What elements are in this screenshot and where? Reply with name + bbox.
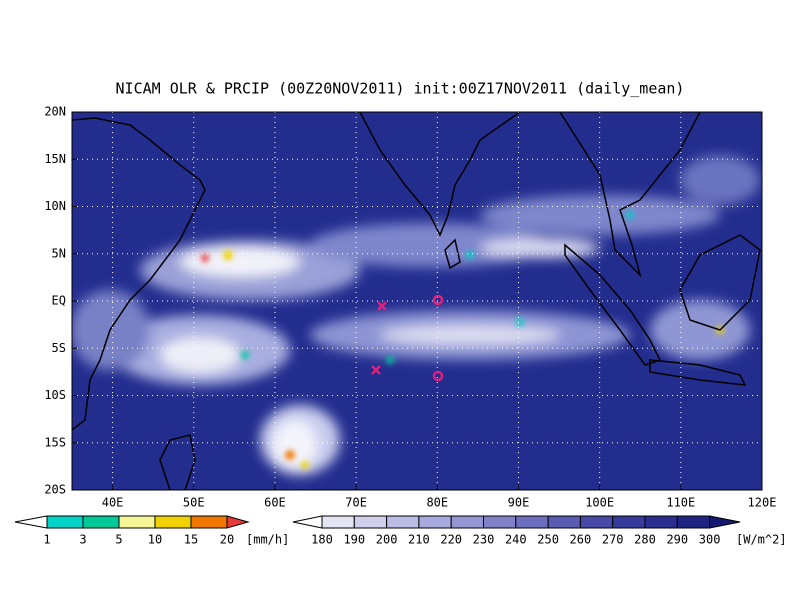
colorbar-box xyxy=(46,515,84,529)
colorbar-label: 290 xyxy=(666,533,688,547)
colorbar-box xyxy=(154,515,192,529)
colorbar-unit: [mm/h] xyxy=(246,533,289,547)
colorbar-left-arrow xyxy=(292,515,323,529)
colorbar-left-arrow xyxy=(14,515,48,529)
markers xyxy=(371,294,444,382)
colorbar-label: 230 xyxy=(473,533,495,547)
lat-label: 10N xyxy=(44,199,66,213)
colorbar-label: 280 xyxy=(634,533,656,547)
lat-label: 15N xyxy=(44,152,66,166)
colorbar-label: 5 xyxy=(115,533,122,547)
colorbar-box xyxy=(612,515,646,529)
colorbar-box xyxy=(118,515,156,529)
lon-label: 50E xyxy=(183,496,205,510)
colorbar-label: 220 xyxy=(440,533,462,547)
colorbar-label: 250 xyxy=(537,533,559,547)
colorbar-box xyxy=(644,515,678,529)
lat-label: 5S xyxy=(52,341,66,355)
axis-labels: 20N 15N 10N 5N EQ 5S 10S 15S 20S 40E 50E 60E 70E 80E 9… xyxy=(44,105,776,510)
colorbar-label: 200 xyxy=(376,533,398,547)
colorbar-label: 260 xyxy=(570,533,592,547)
colorbar-label: 15 xyxy=(184,533,198,547)
colorbar-box xyxy=(676,515,711,529)
colorbar-unit: [W/m^2] xyxy=(736,533,787,547)
title: NICAM OLR & PRCIP (00Z20NOV2011) init:00… xyxy=(116,80,685,98)
colorbar-box xyxy=(353,515,388,529)
coastlines xyxy=(72,112,761,490)
lat-label: 20N xyxy=(44,105,66,119)
olr-field xyxy=(72,155,760,475)
colorbar-box xyxy=(483,515,517,529)
lat-label: 5N xyxy=(52,246,66,260)
colorbar-right-arrow xyxy=(226,515,250,529)
colorbar-box xyxy=(579,515,614,529)
map-field xyxy=(72,112,762,490)
lon-label: 90E xyxy=(508,496,530,510)
colorbar-box xyxy=(547,515,581,529)
lon-label: 110E xyxy=(666,496,695,510)
lat-label: 15S xyxy=(44,435,66,449)
lat-label: 10S xyxy=(44,388,66,402)
colorbar-label: 1 xyxy=(43,533,50,547)
graticule xyxy=(72,112,762,490)
colorbar-box xyxy=(418,515,452,529)
colorbar-label: 180 xyxy=(311,533,333,547)
colorbar-label: 300 xyxy=(699,533,721,547)
lon-label: 70E xyxy=(345,496,367,510)
precip-field xyxy=(201,211,724,469)
colorbar-label: 10 xyxy=(148,533,162,547)
lon-label: 120E xyxy=(748,496,777,510)
colorbar-box xyxy=(321,515,355,529)
colorbar-label: 190 xyxy=(343,533,365,547)
colorbar-label: 210 xyxy=(408,533,430,547)
colorbar-label: 20 xyxy=(220,533,234,547)
lon-label: 60E xyxy=(264,496,286,510)
colorbar-box xyxy=(386,515,420,529)
colorbar-label: 240 xyxy=(505,533,527,547)
colorbar-label: 270 xyxy=(602,533,624,547)
lon-label: 40E xyxy=(102,496,124,510)
colorbars: 1 3 5 10 15 20 [mm/h] 180 190 200 210 220 230 240 250 2… xyxy=(14,515,787,547)
lon-label: 100E xyxy=(585,496,614,510)
lat-label: 20S xyxy=(44,483,66,497)
lon-label: 80E xyxy=(426,496,448,510)
colorbar-box xyxy=(82,515,120,529)
colorbar-right-arrow xyxy=(709,515,741,529)
lat-label: EQ xyxy=(52,294,66,308)
colorbar-box xyxy=(450,515,485,529)
colorbar-box xyxy=(190,515,228,529)
colorbar-box xyxy=(515,515,549,529)
colorbar-label: 3 xyxy=(79,533,86,547)
